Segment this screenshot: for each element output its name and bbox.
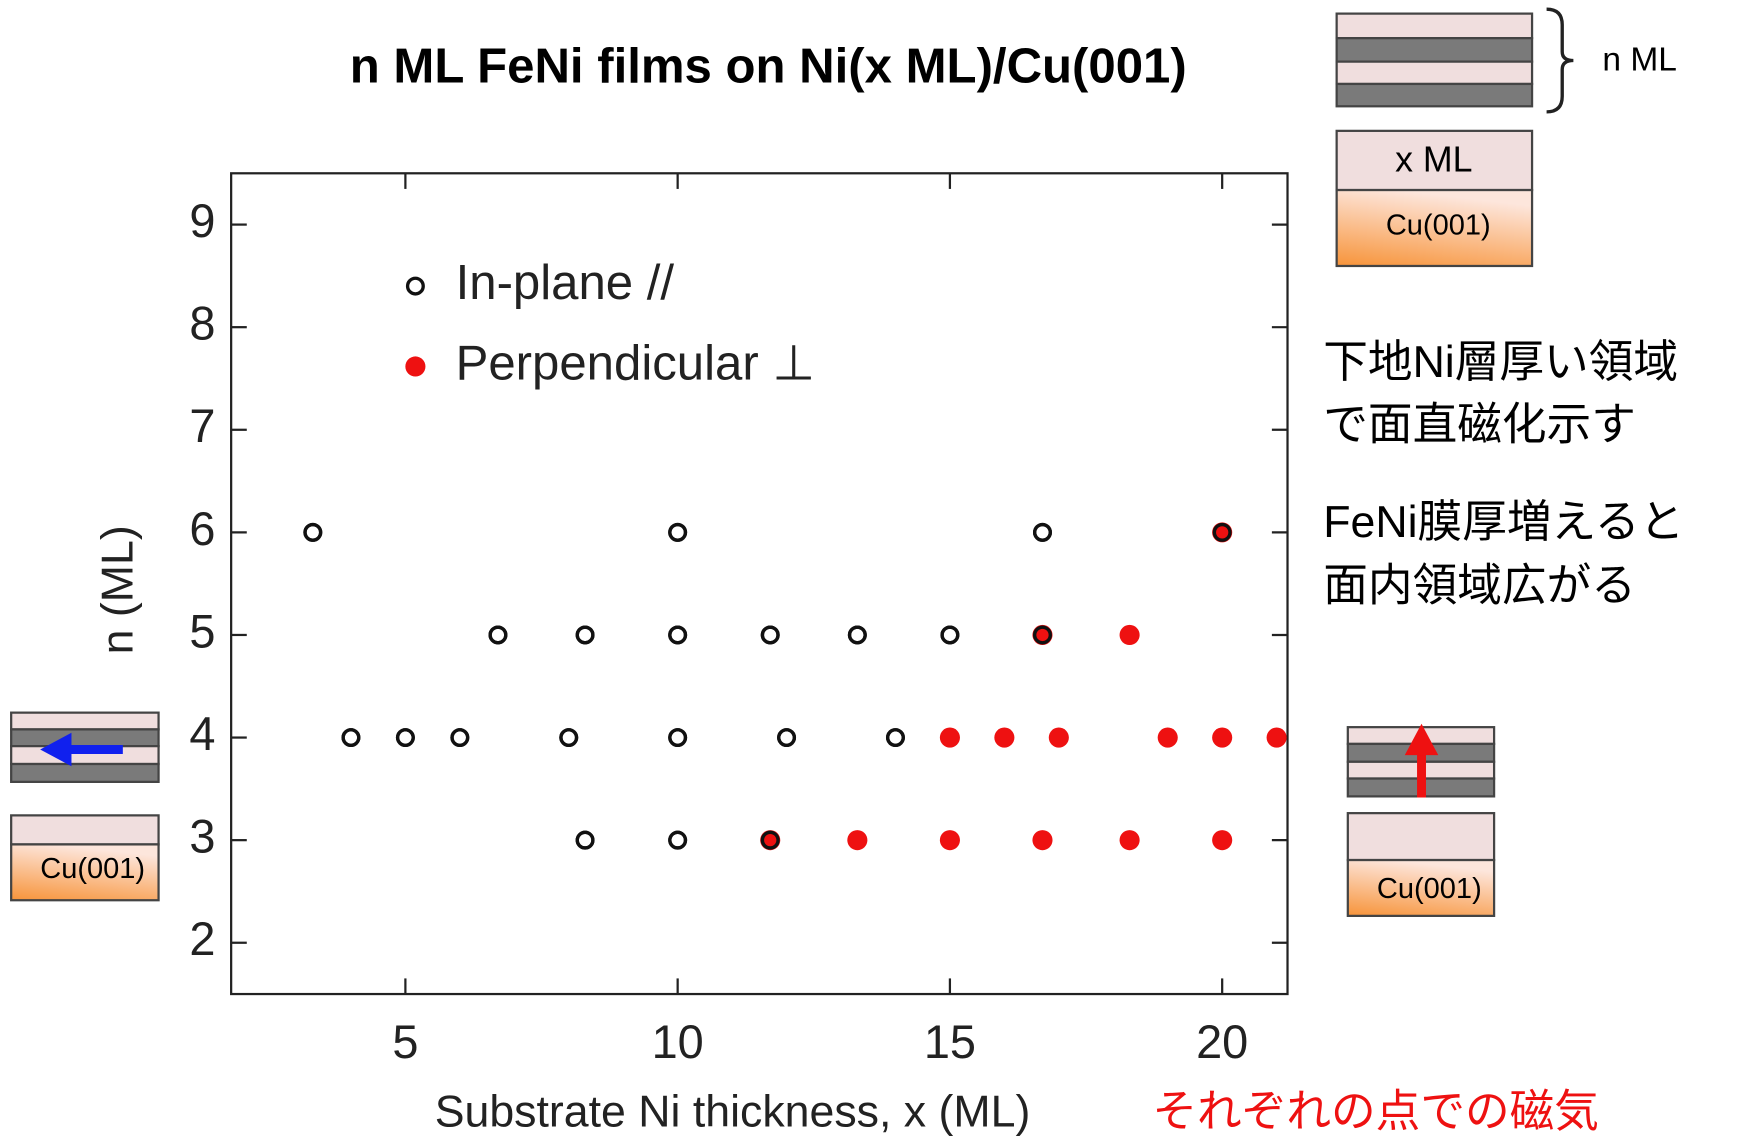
- y-tick-label: 2: [189, 913, 215, 965]
- point: [561, 730, 577, 746]
- page: n ML FeNi films on Ni(x ML)/Cu(001) n ML…: [0, 0, 1742, 1145]
- annotation: FeNi膜厚増えると: [1323, 498, 1684, 547]
- point: [670, 832, 686, 848]
- point: [1212, 728, 1232, 748]
- annotation: で面直磁化示す: [1323, 401, 1636, 450]
- x-axis-label: Substrate Ni thickness, x (ML): [435, 1087, 1031, 1136]
- point: [888, 730, 904, 746]
- point: [577, 627, 593, 643]
- point: [1267, 728, 1287, 748]
- point: [1120, 625, 1140, 645]
- point: [994, 728, 1014, 748]
- point: [452, 730, 468, 746]
- y-tick-label: 8: [189, 298, 215, 350]
- legend-marker: [408, 278, 424, 294]
- diagram-label: Cu(001): [1377, 873, 1482, 905]
- point: [779, 730, 795, 746]
- legend-label: In-plane //: [456, 256, 675, 310]
- annotation: それぞれの点での磁気: [1152, 1087, 1599, 1136]
- y-tick-label: 4: [189, 708, 215, 760]
- x-tick-label: 10: [652, 1016, 704, 1068]
- point: [398, 730, 414, 746]
- point: [670, 525, 686, 541]
- legend-marker: [405, 356, 425, 376]
- point: [1032, 830, 1052, 850]
- point: [847, 830, 867, 850]
- point: [940, 728, 960, 748]
- annotation: 下地Ni層厚い領域: [1323, 338, 1678, 387]
- x-tick-label: 5: [392, 1016, 418, 1068]
- annotation: 面内領域広がる: [1323, 561, 1636, 610]
- y-tick-label: 7: [189, 400, 215, 452]
- point: [1049, 728, 1069, 748]
- point: [343, 730, 359, 746]
- x-tick-label: 15: [924, 1016, 976, 1068]
- diagram-label: x ML: [1395, 140, 1472, 180]
- point: [762, 627, 778, 643]
- point: [1212, 830, 1232, 850]
- point: [670, 730, 686, 746]
- point: [850, 627, 866, 643]
- y-tick-label: 3: [189, 811, 215, 863]
- y-tick-label: 6: [189, 503, 215, 555]
- diagram-label: n ML: [1602, 41, 1676, 78]
- point: [305, 525, 321, 541]
- point: [1035, 525, 1051, 541]
- point: [577, 832, 593, 848]
- point: [670, 627, 686, 643]
- diagram-label: Cu(001): [1386, 210, 1491, 242]
- legend-label: Perpendicular ⊥: [456, 336, 816, 390]
- y-axis-label: n (ML): [93, 525, 142, 654]
- plot-frame: [231, 173, 1287, 994]
- point: [940, 830, 960, 850]
- diagram-label: Cu(001): [40, 853, 145, 885]
- point: [942, 627, 958, 643]
- x-tick-label: 20: [1196, 1016, 1248, 1068]
- point: [490, 627, 506, 643]
- point: [1158, 728, 1178, 748]
- chart-title: n ML FeNi films on Ni(x ML)/Cu(001): [350, 39, 1187, 93]
- y-tick-label: 5: [189, 605, 215, 657]
- y-tick-label: 9: [189, 195, 215, 247]
- point: [1120, 830, 1140, 850]
